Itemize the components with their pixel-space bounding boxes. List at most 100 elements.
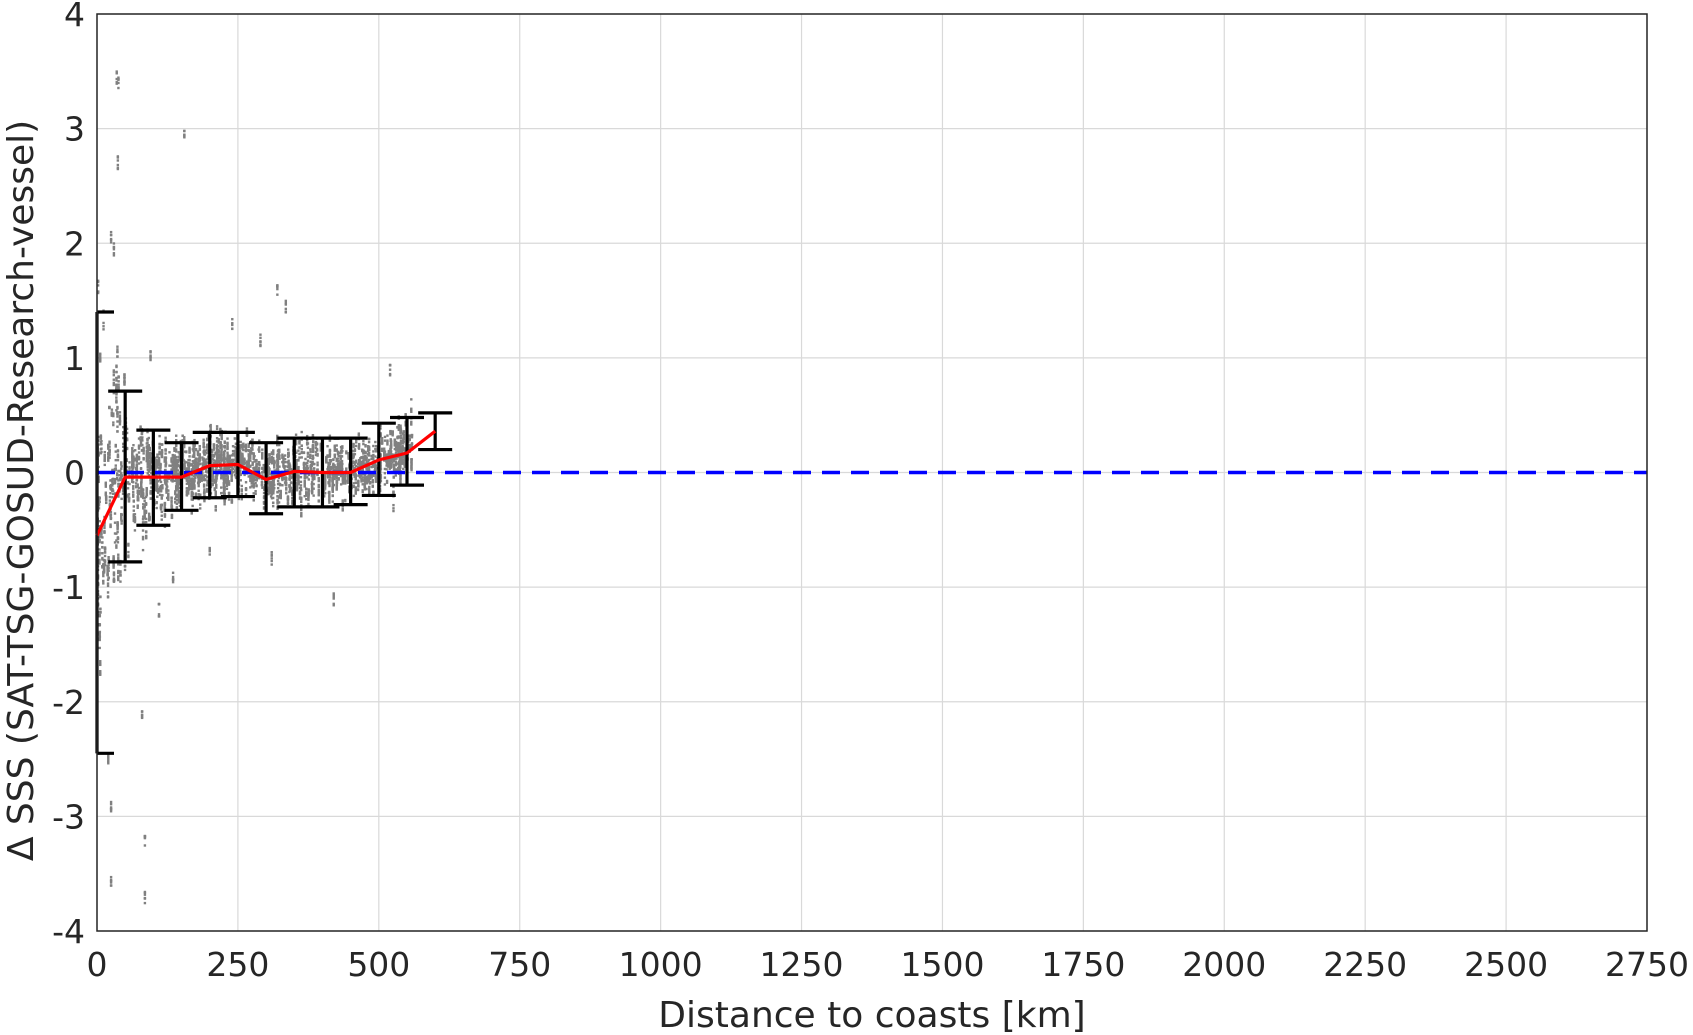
scatter-point <box>116 407 119 410</box>
scatter-point <box>102 572 105 575</box>
scatter-point <box>307 492 310 495</box>
scatter-point <box>135 458 139 462</box>
scatter-point <box>215 437 219 440</box>
scatter-point <box>355 459 358 462</box>
scatter-point <box>291 489 294 492</box>
scatter-point <box>302 463 306 466</box>
scatter-point <box>142 448 145 451</box>
scatter-point <box>279 489 282 493</box>
scatter-point <box>240 493 243 496</box>
scatter-point <box>250 485 254 488</box>
scatter-point <box>227 480 230 483</box>
scatter-point <box>203 488 206 491</box>
scatter-point <box>174 444 178 448</box>
scatter-point <box>170 513 174 517</box>
scatter-point <box>219 442 222 445</box>
scatter-point <box>106 596 110 599</box>
scatter-point <box>281 478 284 482</box>
scatter-point <box>286 499 290 502</box>
scatter-point <box>323 477 327 480</box>
scatter-point <box>158 488 161 491</box>
scatter-point <box>202 438 205 441</box>
scatter-point <box>211 470 214 473</box>
scatter-point <box>261 448 264 451</box>
scatter-point <box>177 473 180 477</box>
scatter-point <box>317 484 321 488</box>
scatter-point <box>281 484 284 487</box>
scatter-point <box>239 451 242 454</box>
scatter-point <box>333 449 337 452</box>
scatter-point <box>174 472 178 475</box>
scatter-point <box>371 479 374 482</box>
scatter-point <box>365 487 368 491</box>
scatter-point <box>171 479 175 482</box>
scatter-point <box>267 458 270 461</box>
scatter-point <box>403 463 406 467</box>
scatter-point <box>114 468 117 472</box>
scatter-point <box>103 563 107 566</box>
scatter-point <box>380 449 384 453</box>
scatter-point <box>276 479 280 483</box>
scatter-point <box>388 450 391 453</box>
scatter-point <box>398 436 401 439</box>
scatter-point <box>146 459 149 462</box>
scatter-point <box>288 468 291 471</box>
scatter-point <box>333 447 337 451</box>
scatter-point <box>379 427 382 430</box>
scatter-point <box>150 466 153 469</box>
scatter-point <box>112 555 115 558</box>
scatter-point <box>370 473 373 477</box>
scatter-point <box>404 447 407 450</box>
scatter-point <box>310 486 314 489</box>
scatter-point <box>353 453 357 456</box>
scatter-point <box>347 454 350 458</box>
scatter-point <box>97 534 101 538</box>
scatter-point <box>298 456 301 459</box>
scatter-point <box>121 489 125 493</box>
scatter-point <box>188 450 191 454</box>
scatter-point <box>215 425 219 428</box>
scatter-point <box>158 446 161 449</box>
scatter-point <box>98 552 101 556</box>
scatter-point <box>111 477 115 481</box>
scatter-point <box>302 461 306 465</box>
scatter-point <box>107 453 110 456</box>
scatter-point <box>354 481 357 485</box>
scatter-point <box>174 485 178 488</box>
scatter-point <box>255 466 258 469</box>
scatter-point <box>132 495 135 498</box>
scatter-point <box>137 451 141 454</box>
scatter-point <box>156 495 159 498</box>
scatter-point <box>252 484 255 487</box>
scatter-point <box>239 479 242 482</box>
scatter-point <box>323 482 327 485</box>
scatter-point <box>135 460 139 463</box>
scatter-point <box>306 459 310 462</box>
scatter-point <box>203 449 206 452</box>
scatter-point <box>352 472 356 475</box>
scatter-point <box>291 491 294 494</box>
scatter-point <box>380 439 384 442</box>
scatter-point <box>160 455 164 459</box>
scatter-point <box>219 440 222 444</box>
scatter-point <box>173 446 176 450</box>
scatter-point <box>234 475 238 479</box>
scatter-point <box>191 460 195 463</box>
scatter-point <box>198 476 201 479</box>
scatter-point <box>119 574 122 577</box>
scatter-point <box>331 494 334 498</box>
scatter-point <box>311 460 314 464</box>
scatter-point <box>112 378 115 381</box>
scatter-point <box>167 492 170 495</box>
scatter-point <box>267 459 270 463</box>
scatter-point <box>374 467 377 470</box>
scatter-point <box>104 485 108 488</box>
scatter-point <box>333 477 336 481</box>
scatter-point <box>102 569 106 572</box>
scatter-point <box>250 477 254 480</box>
scatter-point <box>261 456 264 459</box>
scatter-point <box>404 449 407 453</box>
scatter-point <box>272 484 275 488</box>
scatter-point <box>249 449 253 453</box>
scatter-point <box>212 455 216 458</box>
